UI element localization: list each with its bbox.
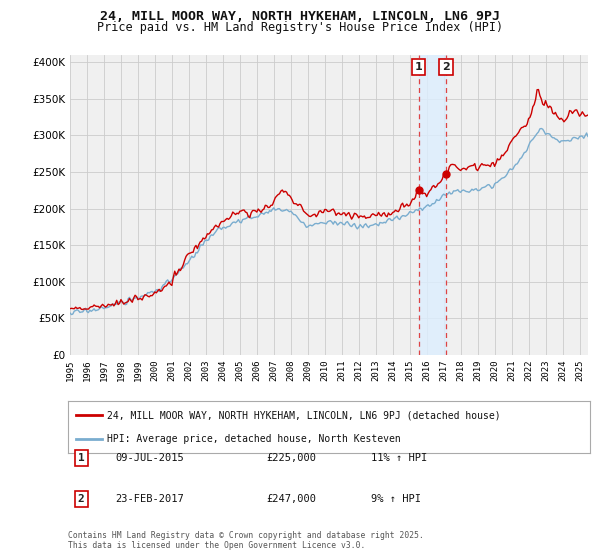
Text: Contains HM Land Registry data © Crown copyright and database right 2025.
This d: Contains HM Land Registry data © Crown c… [68,531,424,550]
Text: 1: 1 [415,62,422,72]
Text: 24, MILL MOOR WAY, NORTH HYKEHAM, LINCOLN, LN6 9PJ: 24, MILL MOOR WAY, NORTH HYKEHAM, LINCOL… [100,10,500,22]
Text: 09-JUL-2015: 09-JUL-2015 [115,452,184,463]
Text: 23-FEB-2017: 23-FEB-2017 [115,494,184,504]
Text: 9% ↑ HPI: 9% ↑ HPI [371,494,421,504]
Text: 11% ↑ HPI: 11% ↑ HPI [371,452,427,463]
Text: 2: 2 [77,494,85,504]
Text: £247,000: £247,000 [266,494,316,504]
Text: Price paid vs. HM Land Registry's House Price Index (HPI): Price paid vs. HM Land Registry's House … [97,21,503,34]
Text: 2: 2 [442,62,450,72]
Text: HPI: Average price, detached house, North Kesteven: HPI: Average price, detached house, Nort… [107,434,401,444]
Bar [419,55,446,355]
Text: 1: 1 [77,452,85,463]
Text: 24, MILL MOOR WAY, NORTH HYKEHAM, LINCOLN, LN6 9PJ (detached house): 24, MILL MOOR WAY, NORTH HYKEHAM, LINCOL… [107,410,501,420]
Text: £225,000: £225,000 [266,452,316,463]
